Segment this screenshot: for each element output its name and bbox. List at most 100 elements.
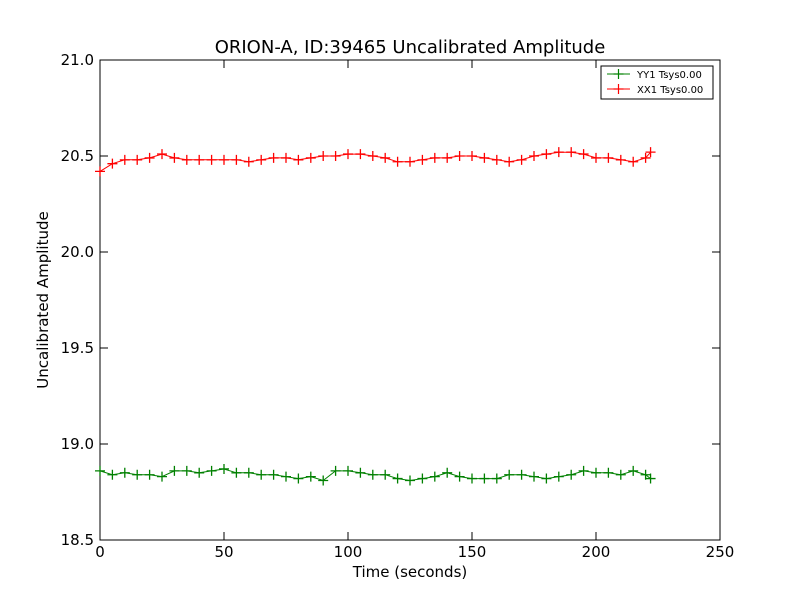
data-point-marker <box>194 467 205 478</box>
legend-entry: XX1 Tsys0.00 <box>607 84 703 96</box>
data-point-marker <box>467 151 477 161</box>
data-point-marker <box>516 469 527 480</box>
series-line <box>99 468 651 482</box>
data-point-marker <box>566 469 577 480</box>
data-point-marker <box>442 152 453 163</box>
data-point-marker <box>132 469 143 480</box>
data-point-marker <box>318 475 329 486</box>
data-point-marker <box>95 166 105 177</box>
data-point-marker <box>566 147 577 158</box>
y-axis-title: Uncalibrated Amplitude <box>34 211 52 388</box>
x-tick-label: 50 <box>214 543 233 561</box>
data-point-marker <box>206 154 217 165</box>
axes-frame <box>99 59 721 541</box>
legend-entry: YY1 Tsys0.00 <box>607 69 702 81</box>
data-point-marker <box>628 156 639 167</box>
data-point-marker <box>231 154 242 165</box>
data-point-marker <box>467 473 477 484</box>
data-point-marker <box>628 465 639 476</box>
data-point-marker <box>330 151 341 161</box>
data-point-marker <box>640 152 651 163</box>
tick-labels: 0 50 100 150 200 250 18.5 19.0 19.5 20.0 20.5 21.0 <box>61 51 735 561</box>
data-point-marker <box>95 465 105 476</box>
data-point-marker <box>367 151 378 161</box>
data-point-marker <box>231 467 242 478</box>
data-point-marker <box>591 467 601 478</box>
data-point-marker <box>343 465 353 476</box>
data-point-marker <box>268 152 279 163</box>
data-point-marker <box>256 469 267 480</box>
data-point-marker <box>169 152 180 163</box>
data-point-marker <box>243 156 254 167</box>
legend-box <box>600 65 714 100</box>
chart-title: ORION-A, ID:39465 Uncalibrated Amplitude <box>215 37 606 58</box>
data-point-marker <box>367 469 378 480</box>
data-point-marker <box>144 469 155 480</box>
data-point-marker <box>417 473 428 484</box>
data-point-marker <box>504 469 515 480</box>
series-2 <box>95 147 656 177</box>
data-point-marker <box>119 154 130 165</box>
data-point-marker <box>603 152 614 163</box>
legend: YY1 Tsys0.00 XX1 Tsys0.00 <box>600 65 714 100</box>
data-point-marker <box>305 471 316 482</box>
data-point-marker <box>516 154 527 165</box>
data-point-marker <box>219 463 229 474</box>
legend-marker <box>613 84 624 94</box>
legend-label: XX1 Tsys0.00 <box>637 85 703 96</box>
y-tick-label: 21.0 <box>61 51 94 69</box>
x-axis-title: Time (seconds) <box>352 563 468 581</box>
data-point-marker <box>504 156 515 167</box>
series-layer <box>95 147 656 486</box>
data-point-marker <box>157 149 167 160</box>
legend-entries: YY1 Tsys0.00 XX1 Tsys0.00 <box>607 69 703 96</box>
data-point-marker <box>603 467 614 478</box>
plot-area <box>95 59 721 541</box>
legend-label: YY1 Tsys0.00 <box>636 70 702 81</box>
data-point-marker <box>380 469 391 480</box>
data-point-marker <box>305 152 316 163</box>
data-point-marker <box>119 467 130 478</box>
data-point-marker <box>330 465 341 476</box>
data-point-marker <box>318 151 329 161</box>
data-point-marker <box>491 154 502 165</box>
data-point-marker <box>194 154 205 165</box>
data-point-marker <box>491 473 502 484</box>
data-point-marker <box>181 465 192 476</box>
data-point-marker <box>181 154 192 165</box>
data-point-marker <box>132 154 143 165</box>
data-point-marker <box>169 465 180 476</box>
legend-marker <box>613 69 624 79</box>
data-point-marker <box>578 149 589 160</box>
data-point-marker <box>442 467 453 478</box>
data-point-marker <box>417 154 428 165</box>
data-point-marker <box>479 473 490 484</box>
data-point-marker <box>591 152 601 163</box>
data-point-marker <box>281 471 291 482</box>
data-point-marker <box>293 473 304 484</box>
data-point-marker <box>479 152 490 163</box>
data-point-marker <box>429 152 440 163</box>
data-point-marker <box>553 471 564 482</box>
x-tick-label: 100 <box>334 543 363 561</box>
data-point-marker <box>541 473 552 484</box>
x-tick-label: 200 <box>582 543 611 561</box>
data-point-marker <box>355 149 366 160</box>
data-point-marker <box>144 152 155 163</box>
data-point-marker <box>529 151 539 161</box>
data-point-marker <box>541 149 552 160</box>
data-point-marker <box>380 152 391 163</box>
data-point-marker <box>281 152 291 163</box>
data-point-marker <box>429 471 440 482</box>
data-point-marker <box>392 156 403 167</box>
data-point-marker <box>157 471 167 482</box>
data-point-marker <box>219 154 229 165</box>
y-tick-label: 20.0 <box>61 243 94 261</box>
data-point-marker <box>405 475 415 486</box>
data-point-marker <box>343 149 353 160</box>
data-point-marker <box>355 467 366 478</box>
y-tick-label: 20.5 <box>61 147 94 165</box>
data-point-marker <box>615 154 626 165</box>
data-point-marker <box>578 465 589 476</box>
data-point-marker <box>107 469 118 480</box>
